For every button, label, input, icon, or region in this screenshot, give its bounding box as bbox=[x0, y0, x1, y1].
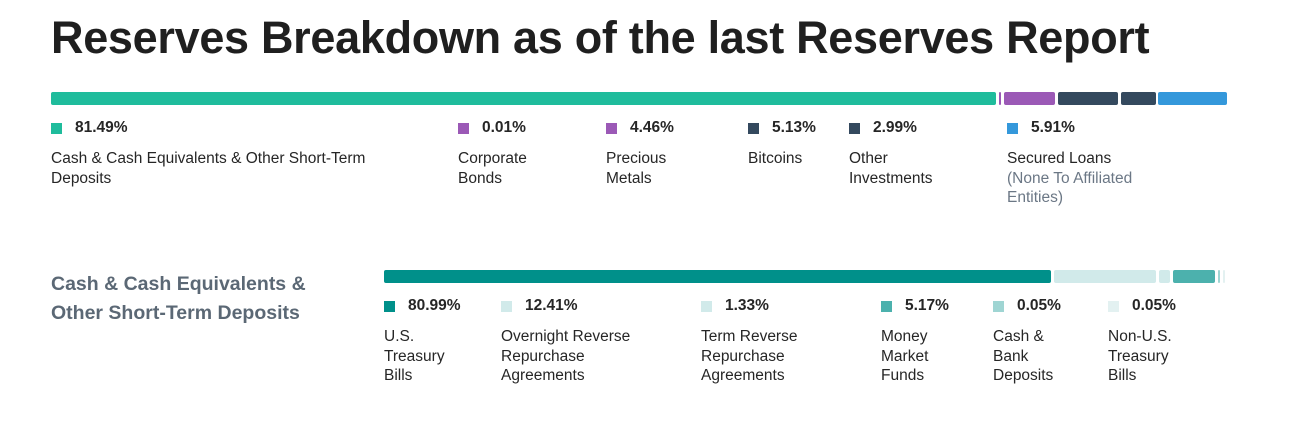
legend-percent: 5.17% bbox=[905, 297, 949, 314]
legend-percent: 12.41% bbox=[525, 297, 578, 314]
legend-label: U.S. Treasury Bills bbox=[384, 328, 445, 384]
bar-segment-bitcoins bbox=[1058, 92, 1118, 105]
legend-item-money-market-funds: 5.17% Money Market Funds bbox=[881, 296, 961, 386]
legend-swatch bbox=[1007, 122, 1018, 134]
legend-item-secured-loans: 5.91% Secured Loans (None To Affiliated En… bbox=[1007, 118, 1182, 208]
legend-label: Overnight Reverse Repurchase Agreements bbox=[501, 328, 631, 384]
legend-item-u-s-treasury-bills: 80.99% U.S. Treasury Bills bbox=[384, 296, 464, 386]
page-title: Reserves Breakdown as of the last Reserv… bbox=[51, 12, 1150, 63]
bar-segment-u-s-treasury-bills bbox=[384, 270, 1051, 283]
legend-label: Non-U.S. Treasury Bills bbox=[1108, 328, 1172, 384]
legend-item-term-reverse-repurchase-agreements: 1.33% Term Reverse Repurchase Agreements bbox=[701, 296, 831, 386]
legend-percent: 5.13% bbox=[772, 119, 816, 136]
legend-percent: 1.33% bbox=[725, 297, 769, 314]
legend-label: Corporate Bonds bbox=[458, 150, 527, 187]
legend-label: Money Market Funds bbox=[881, 328, 929, 384]
legend-percent: 0.05% bbox=[1017, 297, 1061, 314]
legend-swatch bbox=[384, 300, 395, 312]
bar-segment-money-market-funds bbox=[1172, 270, 1216, 283]
bar-segment-precious-metals bbox=[1003, 92, 1056, 105]
legend-item-precious-metals: 4.46% Precious Metals bbox=[606, 118, 716, 188]
legend-percent: 5.91% bbox=[1031, 119, 1075, 136]
bar-segment-cash-bank-deposits bbox=[1218, 270, 1221, 283]
legend-swatch bbox=[849, 122, 860, 134]
legend-label: Cash & Cash Equivalents & Other Short-Te… bbox=[51, 150, 366, 187]
bar-segment-non-u-s-treasury-bills bbox=[1223, 270, 1225, 283]
legend-item-overnight-reverse-repurchase-agreements: 12.41% Overnight Reverse Repurchase Agree… bbox=[501, 296, 661, 386]
legend-swatch bbox=[701, 300, 712, 312]
legend-label: Cash & Bank Deposits bbox=[993, 328, 1054, 384]
legend-swatch bbox=[51, 122, 62, 134]
bar-segment-overnight-reverse-repurchase-agreements bbox=[1053, 270, 1156, 283]
legend-item-non-u-s-treasury-bills: 0.05% Non-U.S. Treasury Bills bbox=[1108, 296, 1198, 386]
bar-segment-cash-cash-equivalents-other-short-term-deposits bbox=[51, 92, 996, 105]
bar-segment-term-reverse-repurchase-agreements bbox=[1158, 270, 1170, 283]
legend-label: Precious Metals bbox=[606, 150, 667, 187]
legend-percent: 4.46% bbox=[630, 119, 674, 136]
legend-percent: 80.99% bbox=[408, 297, 461, 314]
legend-item-cash-bank-deposits: 0.05% Cash & Bank Deposits bbox=[993, 296, 1073, 386]
legend-swatch bbox=[458, 122, 469, 134]
legend-percent: 2.99% bbox=[873, 119, 917, 136]
legend-item-bitcoins: 5.13% Bitcoins bbox=[748, 118, 838, 169]
cash-stacked-bar bbox=[384, 270, 1225, 283]
bar-segment-corporate-bonds bbox=[998, 92, 1001, 105]
legend-label: Bitcoins bbox=[748, 150, 803, 167]
legend-swatch bbox=[501, 300, 512, 312]
legend-item-corporate-bonds: 0.01% Corporate Bonds bbox=[458, 118, 568, 188]
legend-swatch bbox=[748, 122, 759, 134]
legend-label: Term Reverse Repurchase Agreements bbox=[701, 328, 798, 384]
legend-swatch bbox=[881, 300, 892, 312]
legend-percent: 0.01% bbox=[482, 119, 526, 136]
legend-swatch bbox=[606, 122, 617, 134]
bar-segment-other-investments bbox=[1120, 92, 1156, 105]
legend-label: Other Investments bbox=[849, 150, 933, 187]
legend-percent: 0.05% bbox=[1132, 297, 1176, 314]
legend-item-other-investments: 2.99% Other Investments bbox=[849, 118, 969, 188]
sub-section-title: Cash & Cash Equivalents & Other Short-Te… bbox=[51, 273, 306, 324]
legend-label: Secured Loans bbox=[1007, 150, 1112, 167]
bar-segment-secured-loans bbox=[1158, 92, 1227, 105]
reserves-stacked-bar bbox=[51, 92, 1227, 105]
legend-swatch bbox=[993, 300, 1004, 312]
legend-item-cash-cash-equivalents-other-short-term-deposits: 81.49% Cash & Cash Equivalents & Other Sh… bbox=[51, 118, 421, 188]
legend-note: (None To Affiliated Entities) bbox=[1007, 169, 1133, 207]
legend-swatch bbox=[1108, 300, 1119, 312]
legend-percent: 81.49% bbox=[75, 119, 128, 136]
